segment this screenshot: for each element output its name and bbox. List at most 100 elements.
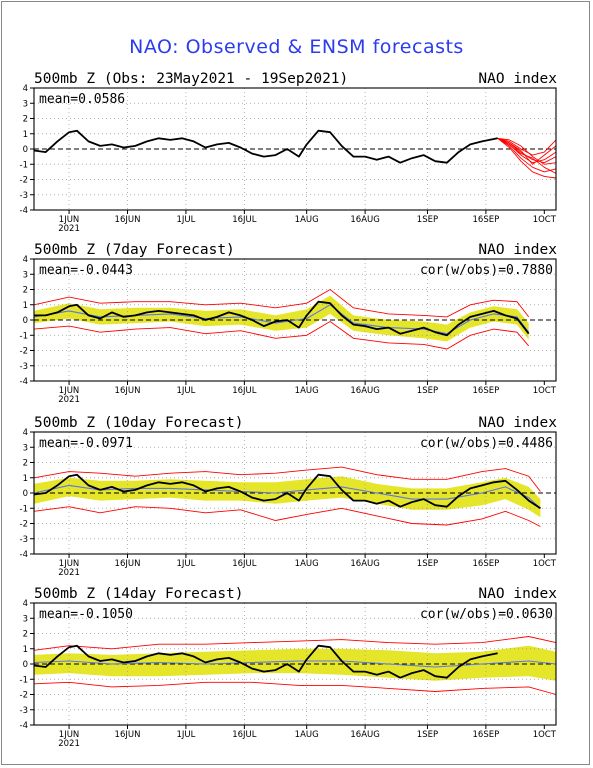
x-tick-label: 1JUN xyxy=(59,559,80,569)
x-tick-label: 16AUG xyxy=(350,215,379,225)
y-tick-label: 3 xyxy=(23,99,28,109)
x-tick-label: 16JUN xyxy=(115,386,141,396)
x-year-label: 2021 xyxy=(58,395,80,405)
y-tick-label: -1 xyxy=(20,160,28,170)
ensemble-mean-line xyxy=(33,660,557,668)
x-tick-label: 16SEP xyxy=(473,559,500,569)
x-tick-label: 1JUL xyxy=(176,730,195,740)
x-tick-label: 1JUN xyxy=(59,215,80,225)
forecast-member-line xyxy=(497,137,557,173)
x-tick-label: 16JUL xyxy=(232,215,257,225)
x-tick-label: 16JUL xyxy=(232,386,257,396)
x-tick-label: 1OCT xyxy=(533,559,557,569)
panel-title: 500mb Z (10day Forecast) xyxy=(34,415,244,431)
x-tick-label: 1OCT xyxy=(533,730,557,740)
x-tick-label: 16AUG xyxy=(350,386,379,396)
plot-area-border xyxy=(33,258,557,382)
x-tick-label: 1AUG xyxy=(295,730,319,740)
observed-nao-line xyxy=(33,644,498,679)
y-tick-label: 0 xyxy=(23,660,28,670)
y-tick-label: 3 xyxy=(23,443,28,453)
spread-band xyxy=(34,645,556,681)
x-tick-label: 1AUG xyxy=(295,215,319,225)
y-tick-label: -2 xyxy=(20,520,28,530)
y-tick-label: 4 xyxy=(23,428,28,438)
forecast-member-line xyxy=(497,137,557,165)
y-tick-label: 1 xyxy=(23,130,28,140)
mean-label: mean=-0.1050 xyxy=(39,607,133,622)
panel-4: 500mb Z (14day Forecast) NAO index 1JUN 16J… xyxy=(20,586,558,749)
y-tick-label: 2 xyxy=(23,286,28,296)
x-tick-label: 1AUG xyxy=(295,386,319,396)
x-tick-label: 16JUN xyxy=(115,730,141,740)
x-tick-label: 1OCT xyxy=(533,386,557,396)
y-tick-label: 0 xyxy=(23,145,28,155)
x-year-label: 2021 xyxy=(58,568,80,578)
panel-3: 500mb Z (10day Forecast) NAO index 1JUN 16J… xyxy=(20,415,558,578)
y-tick-label: 2 xyxy=(23,459,28,469)
x-tick-label: 16JUN xyxy=(115,559,141,569)
panel-index-label: NAO index xyxy=(478,242,557,258)
y-tick-label: -4 xyxy=(20,206,28,216)
x-tick-label: 1SEP xyxy=(417,559,438,569)
correlation-label: cor(w/obs)=0.7880 xyxy=(420,263,553,278)
x-tick-label: 16SEP xyxy=(473,386,500,396)
x-year-label: 2021 xyxy=(58,224,80,234)
panel-title: 500mb Z (7day Forecast) xyxy=(34,242,235,258)
panel-2: 500mb Z (7day Forecast) NAO index 1JUN 16JU… xyxy=(20,242,558,405)
forecast-member-line xyxy=(497,137,557,156)
y-tick-label: -1 xyxy=(20,504,28,514)
y-tick-label: 2 xyxy=(23,630,28,640)
bound-line-lower xyxy=(33,506,541,527)
x-tick-label: 1OCT xyxy=(533,215,557,225)
x-tick-label: 1JUN xyxy=(59,730,80,740)
y-tick-label: -3 xyxy=(20,535,28,545)
y-tick-label: 4 xyxy=(23,599,28,609)
x-year-label: 2021 xyxy=(58,739,80,749)
y-tick-label: 1 xyxy=(23,645,28,655)
mean-label: mean=0.0586 xyxy=(39,92,125,107)
plot-area-border xyxy=(33,431,557,555)
x-tick-label: 1JUN xyxy=(59,386,80,396)
observed-nao-line xyxy=(33,129,498,164)
panel-title: 500mb Z (14day Forecast) xyxy=(34,586,244,602)
x-tick-label: 16SEP xyxy=(473,730,500,740)
bound-line-upper xyxy=(33,288,530,318)
y-tick-label: 1 xyxy=(23,474,28,484)
plot-area-border xyxy=(33,87,557,211)
x-tick-label: 16AUG xyxy=(350,559,379,569)
y-tick-label: -1 xyxy=(20,675,28,685)
mean-label: mean=-0.0443 xyxy=(39,263,133,278)
bound-line-lower xyxy=(33,681,557,695)
panel-1: 500mb Z (Obs: 23May2021 - 19Sep2021) NAO … xyxy=(20,71,558,234)
chart-title: NAO: Observed & ENSM forecasts xyxy=(129,36,464,58)
bound-line-upper xyxy=(33,466,541,492)
x-tick-label: 16JUN xyxy=(115,215,141,225)
panel-title: 500mb Z (Obs: 23May2021 - 19Sep2021) xyxy=(34,71,348,87)
correlation-label: cor(w/obs)=0.4486 xyxy=(420,436,553,451)
y-tick-label: -4 xyxy=(20,721,28,731)
x-tick-label: 16JUL xyxy=(232,730,257,740)
y-tick-label: -4 xyxy=(20,550,28,560)
x-tick-label: 16JUL xyxy=(232,559,257,569)
y-tick-label: 4 xyxy=(23,255,28,265)
y-tick-label: -3 xyxy=(20,362,28,372)
x-tick-label: 1SEP xyxy=(417,730,438,740)
y-tick-label: 2 xyxy=(23,115,28,125)
forecast-member-line xyxy=(497,137,557,179)
observed-nao-line xyxy=(33,473,541,510)
x-tick-label: 1JUL xyxy=(176,559,195,569)
bound-line-upper xyxy=(33,636,557,651)
x-tick-label: 16SEP xyxy=(473,215,500,225)
panel-index-label: NAO index xyxy=(478,586,557,602)
panel-index-label: NAO index xyxy=(478,415,557,431)
y-tick-label: 3 xyxy=(23,270,28,280)
forecast-member-line xyxy=(497,137,557,165)
y-tick-label: 0 xyxy=(23,316,28,326)
x-tick-label: 1SEP xyxy=(417,215,438,225)
y-tick-label: -2 xyxy=(20,347,28,357)
plot-area-border xyxy=(33,602,557,726)
spread-band xyxy=(34,476,541,518)
